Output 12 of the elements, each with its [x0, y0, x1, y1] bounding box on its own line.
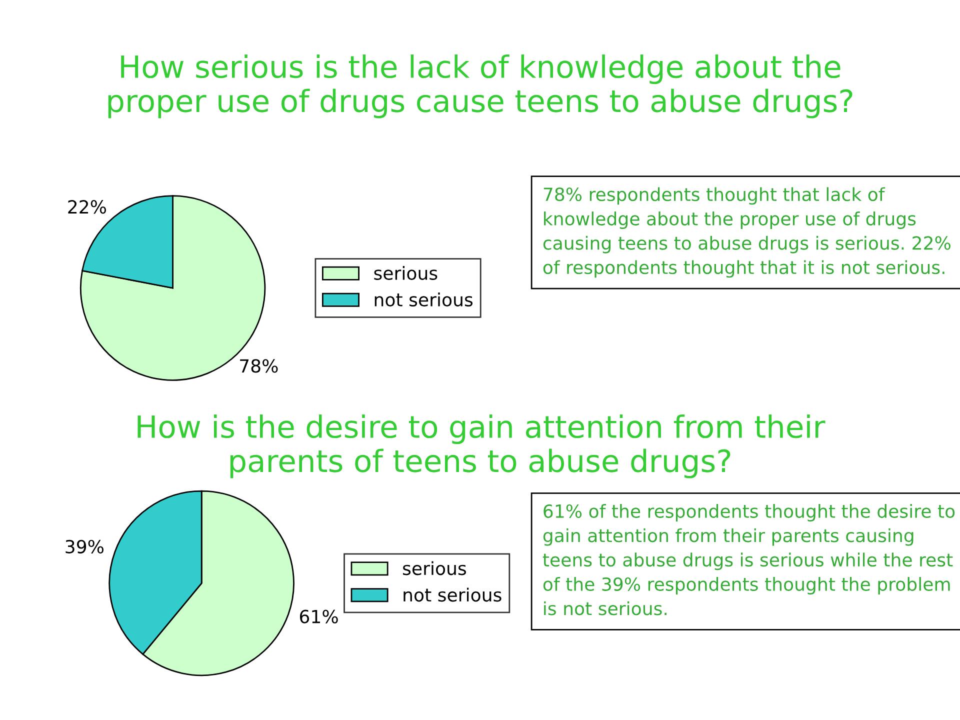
- data-label: 22%: [68, 200, 106, 214]
- legend-label: serious: [403, 561, 466, 576]
- data-label: 61%: [300, 610, 338, 624]
- text: 61% of the respondents thought the desire to gain attention from their parents causing teens to abuse drugs is serious while the rest of the 39% respondents thought the problem is not serious.: [542, 504, 955, 616]
- chart-title: How is the desire to gain attention from their parents of teens to abuse drugs?: [138, 414, 826, 478]
- chart-title: How serious is the lack of knowledge about the proper use of drugs cause teens to abuse drugs?: [108, 54, 852, 118]
- data-label: 78%: [240, 359, 278, 373]
- legend-label: not serious: [374, 292, 473, 306]
- legend-label: serious: [374, 266, 438, 280]
- legend-label: not serious: [404, 588, 502, 602]
- data-label: 39%: [66, 540, 104, 554]
- text: 78% respondents thought that lack of knowledge about the proper use of drugs causing teens to abuse drugs is serious. 22% of respondents thought that it is not serious.: [543, 187, 950, 278]
